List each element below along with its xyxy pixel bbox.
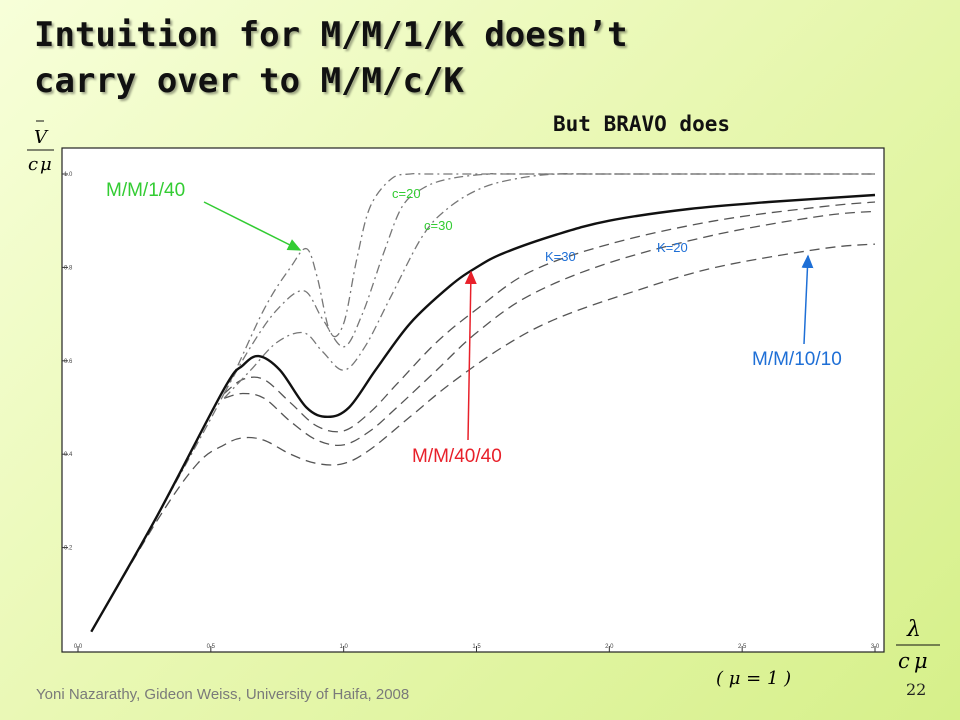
- x-axis-label: λ c μ: [896, 617, 940, 673]
- series-line-m-m-40-40: [90, 193, 876, 633]
- x-tick-label: 0.5: [207, 644, 216, 650]
- x-tick-label: 3.0: [871, 644, 880, 650]
- footer-credit: Yoni Nazarathy, Gideon Weiss, University…: [36, 686, 410, 703]
- plot-area: [61, 147, 885, 653]
- label-mm40-40: M/M/40/40: [412, 446, 502, 467]
- tick-group: 0.0 0.5 1.0 1.5 2.0 2.5 3.0 0.2 0.4 0.6 0.8 1.0: [62, 172, 880, 652]
- title-line-2: carry over to M/M/c/K: [34, 61, 464, 101]
- y-tick-label: 0.8: [64, 265, 73, 271]
- subtitle: But BRAVO does: [553, 112, 731, 136]
- y-tick-label: 0.4: [64, 452, 73, 458]
- y-tick-label: 0.2: [64, 546, 73, 552]
- series-line-m-m-10-10: [90, 243, 876, 633]
- arrow-mm40-40: [464, 270, 477, 441]
- series-line-c-20: [223, 172, 875, 394]
- x-tick-label: 2.5: [738, 644, 747, 650]
- y-label-denominator-c: c: [28, 154, 38, 175]
- y-label-numerator: V: [34, 127, 49, 148]
- series-line-k-20: [223, 210, 876, 446]
- x-tick-label: 2.0: [605, 644, 614, 650]
- label-c30: c=30: [424, 218, 453, 233]
- label-c20: c=20: [392, 186, 421, 201]
- x-tick-label: 0.0: [74, 644, 83, 650]
- label-mm1-40: M/M/1/40: [106, 180, 185, 201]
- mu-note: ( μ = 1 ): [716, 668, 791, 689]
- slide-title: Intuition for M/M/1/K doesn’t carry over…: [34, 12, 854, 104]
- series-group: [90, 172, 876, 633]
- x-label-numerator: λ: [906, 617, 921, 642]
- y-tick-label: 0.6: [64, 359, 73, 365]
- arrow-mm1-40: [203, 201, 302, 251]
- series-line-c-30: [223, 172, 875, 399]
- label-k30: K=30: [545, 249, 576, 264]
- label-mm10-10: M/M/10/10: [752, 349, 842, 370]
- y-axis-label: V c μ: [27, 120, 54, 175]
- arrow-mm10-10: [801, 254, 814, 345]
- label-k20: K=20: [657, 240, 688, 255]
- page-number: 22: [906, 680, 927, 699]
- title-line-1: Intuition for M/M/1/K doesn’t: [34, 15, 628, 55]
- x-label-denominator-c: c: [898, 649, 910, 673]
- x-tick-label: 1.0: [339, 644, 348, 650]
- annotation-layer: M/M/1/40 c=20 c=30 K=30 K=20 M/M/10/10 M…: [106, 180, 842, 467]
- x-tick-label: 1.5: [472, 644, 481, 650]
- y-label-denominator-mu: μ: [40, 154, 52, 175]
- x-label-denominator-mu: μ: [914, 649, 928, 673]
- y-tick-label: 1.0: [64, 172, 73, 178]
